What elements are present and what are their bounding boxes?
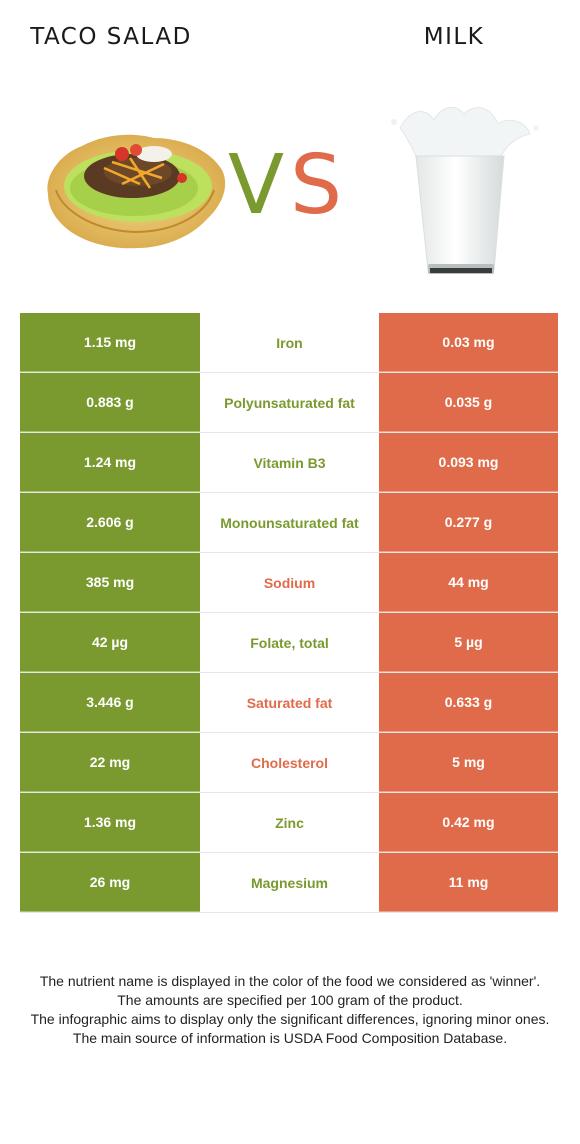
right-food-value: 5 mg [379,733,558,792]
table-row: 1.15 mg Iron 0.03 mg [20,313,558,373]
table-row: 2.606 g Monounsaturated fat 0.277 g [20,493,558,553]
footnote-line-source: The main source of information is USDA F… [72,1030,508,1046]
left-food-value: 2.606 g [20,493,200,552]
left-food-value: 0.883 g [20,373,200,432]
comparison-table: 1.15 mg Iron 0.03 mg 0.883 g Polyunsaturated… [20,313,558,913]
table-row: 0.883 g Polyunsaturated fat 0.035 g [20,373,558,433]
nutrient-name: Zinc [200,793,379,852]
nutrient-name: Magnesium [200,853,379,912]
footnote: The nutrient name is displayed in the co… [20,972,560,1048]
right-food-value: 0.633 g [379,673,558,732]
left-food-value: 1.24 mg [20,433,200,492]
nutrient-name: Vitamin B3 [200,433,379,492]
table-row: 3.446 g Saturated fat 0.633 g [20,673,558,733]
versus-label: V S [228,138,352,234]
right-food-title: MILK [423,24,485,50]
table-row: 22 mg Cholesterol 5 mg [20,733,558,793]
nutrient-name: Iron [200,313,379,372]
right-food-value: 0.277 g [379,493,558,552]
right-food-value: 5 µg [379,613,558,672]
vs-letter-s: S [290,138,343,233]
table-row: 1.36 mg Zinc 0.42 mg [20,793,558,853]
right-food-value: 0.093 mg [379,433,558,492]
taco-salad-image [47,134,226,249]
nutrient-name: Monounsaturated fat [200,493,379,552]
right-food-value: 0.035 g [379,373,558,432]
nutrient-name: Cholesterol [200,733,379,792]
nutrient-name: Folate, total [200,613,379,672]
left-food-value: 1.36 mg [20,793,200,852]
footnote-line-amounts: The amounts are specified per 100 gram o… [117,992,463,1008]
footnote-line-winner-color: The nutrient name is displayed in the co… [39,973,541,989]
left-food-value: 3.446 g [20,673,200,732]
table-row: 26 mg Magnesium 11 mg [20,853,558,913]
vs-letter-v: V [228,138,285,233]
left-food-value: 42 µg [20,613,200,672]
table-row: 1.24 mg Vitamin B3 0.093 mg [20,433,558,493]
left-food-value: 26 mg [20,853,200,912]
nutrient-name: Sodium [200,553,379,612]
nutrient-name: Saturated fat [200,673,379,732]
left-food-value: 1.15 mg [20,313,200,372]
left-food-title: TACO SALAD [30,24,192,50]
left-food-value: 385 mg [20,553,200,612]
table-row: 42 µg Folate, total 5 µg [20,613,558,673]
right-food-value: 44 mg [379,553,558,612]
footnote-line-significance: The infographic aims to display only the… [30,1011,550,1027]
nutrient-name: Polyunsaturated fat [200,373,379,432]
right-food-value: 0.42 mg [379,793,558,852]
glass-of-milk-image [391,106,539,274]
left-food-value: 22 mg [20,733,200,792]
right-food-value: 11 mg [379,853,558,912]
right-food-value: 0.03 mg [379,313,558,372]
table-row: 385 mg Sodium 44 mg [20,553,558,613]
